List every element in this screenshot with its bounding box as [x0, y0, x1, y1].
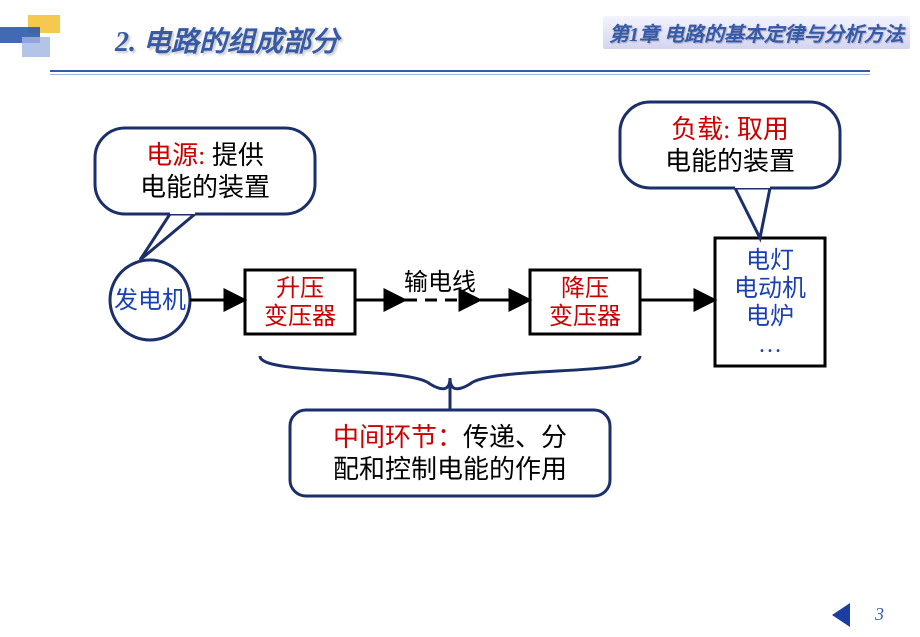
svg-text:配和控制电能的作用: 配和控制电能的作用 — [333, 455, 567, 484]
diagram-canvas: 发电机 升压变压器 降压变压器 电灯电动机电炉… 输电线 电源: 提供电能的装置… — [0, 0, 920, 637]
step-down-transformer-node: 降压变压器 — [530, 270, 640, 334]
svg-text:电灯: 电灯 — [746, 247, 794, 274]
svg-text:升压: 升压 — [276, 275, 324, 302]
svg-text:电炉: 电炉 — [746, 303, 794, 330]
svg-text:变压器: 变压器 — [549, 303, 621, 330]
svg-text:中间环节：传递、分: 中间环节：传递、分 — [333, 423, 567, 452]
svg-text:电动机: 电动机 — [734, 275, 806, 302]
svg-text:降压: 降压 — [561, 275, 609, 302]
load-callout: 负载: 取用电能的装置 — [620, 102, 840, 238]
source-callout: 电源: 提供电能的装置 — [95, 128, 315, 260]
svg-text:电源: 提供: 电源: 提供 — [146, 141, 264, 170]
load-node: 电灯电动机电炉… — [715, 238, 825, 366]
svg-text:输电线: 输电线 — [404, 269, 476, 296]
generator-node: 发电机 — [110, 260, 190, 340]
svg-text:变压器: 变压器 — [264, 303, 336, 330]
transmission-line-label: 输电线 — [404, 269, 476, 296]
svg-text:电能的装置: 电能的装置 — [665, 147, 795, 176]
svg-text:电能的装置: 电能的装置 — [140, 173, 270, 202]
page-number: 3 — [875, 604, 884, 625]
svg-text:负载: 取用: 负载: 取用 — [671, 115, 789, 144]
svg-text:发电机: 发电机 — [114, 287, 186, 314]
middle-callout: 中间环节：传递、分配和控制电能的作用 — [290, 410, 610, 496]
prev-slide-button[interactable] — [832, 603, 850, 627]
middle-brace — [260, 356, 640, 410]
svg-text:…: … — [758, 332, 782, 358]
step-up-transformer-node: 升压变压器 — [245, 270, 355, 334]
